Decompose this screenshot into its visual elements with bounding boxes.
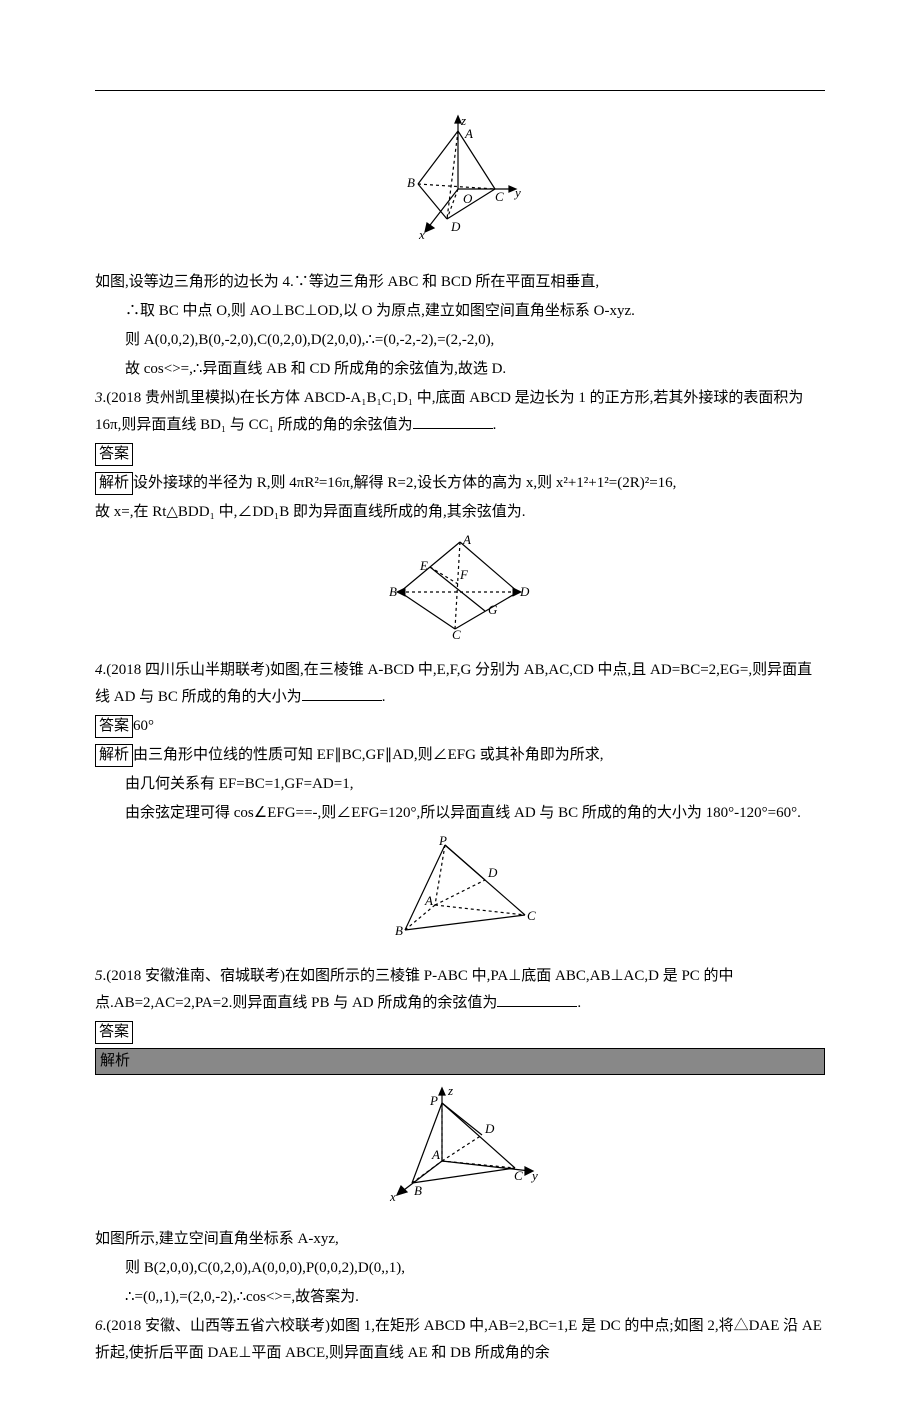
fig1-label-A: A: [464, 126, 473, 141]
fig3-label-C: C: [527, 908, 536, 923]
q4-answer: 60°: [133, 718, 154, 734]
answer-label: 答案: [95, 443, 133, 466]
figure-2: A B D C E F G: [95, 534, 825, 649]
fig2-label-F: F: [459, 567, 469, 582]
fig4-label-y: y: [530, 1168, 538, 1183]
fig4-label-D: D: [484, 1121, 495, 1136]
analysis-bar: 解析: [95, 1048, 825, 1075]
question-5: 5.(2018 安徽淮南、宿城联考)在如图所示的三棱锥 P-ABC 中,PA⊥底…: [95, 963, 825, 1017]
q3-analysis-row: 解析设外接球的半径为 R,则 4πR²=16π,解得 R=2,设长方体的高为 x…: [95, 470, 825, 497]
q3-blank: [413, 414, 493, 429]
fig1-label-x: x: [418, 227, 425, 242]
q4-answer-row: 答案60°: [95, 713, 825, 740]
fig3-label-D: D: [487, 865, 498, 880]
q5-jx-2: 则 B(2,0,0),C(0,2,0),A(0,0,0),P(0,0,2),D(…: [95, 1255, 825, 1282]
q5-answer-row: 答案: [95, 1019, 825, 1046]
question-3: 3.(2018 贵州凯里模拟)在长方体 ABCD-A₁B₁C₁D₁ 中,底面 A…: [95, 385, 825, 439]
fig3-label-P: P: [438, 835, 447, 848]
q4-jx-3: 由余弦定理可得 cos∠EFG==-,则∠EFG=120°,所以异面直线 AD …: [95, 800, 825, 827]
q3-jx-1: 设外接球的半径为 R,则 4πR²=16π,解得 R=2,设长方体的高为 x,则…: [133, 475, 676, 491]
fig2-label-B: B: [389, 584, 397, 599]
fig4-label-C: C: [514, 1168, 523, 1183]
q6-text: .(2018 安徽、山西等五省六校联考)如图 1,在矩形 ABCD 中,AB=2…: [95, 1318, 822, 1361]
fig3-label-A: A: [424, 893, 433, 908]
q3-answer-row: 答案: [95, 441, 825, 468]
solution-line-1: 如图,设等边三角形的边长为 4.∵等边三角形 ABC 和 BCD 所在平面互相垂…: [95, 269, 825, 296]
fig2-label-A: A: [462, 534, 471, 547]
q5-blank: [497, 992, 577, 1007]
fig2-label-C: C: [452, 627, 461, 639]
solution-line-4: 故 cos<>=,∴异面直线 AB 和 CD 所成角的余弦值为,故选 D.: [95, 356, 825, 383]
q4-analysis-row: 解析由三角形中位线的性质可知 EF∥BC,GF∥AD,则∠EFG 或其补角即为所…: [95, 742, 825, 769]
q3-number: 3: [95, 390, 103, 406]
q4-blank: [302, 686, 382, 701]
fig2-label-E: E: [419, 558, 428, 573]
question-4: 4.(2018 四川乐山半期联考)如图,在三棱锥 A-BCD 中,E,F,G 分…: [95, 657, 825, 711]
fig3-label-B: B: [395, 923, 403, 938]
fig4-label-A: A: [431, 1147, 440, 1162]
q4-text: .(2018 四川乐山半期联考)如图,在三棱锥 A-BCD 中,E,F,G 分别…: [95, 662, 812, 705]
q5-jx-1: 如图所示,建立空间直角坐标系 A-xyz,: [95, 1226, 825, 1253]
q5-number: 5: [95, 968, 103, 984]
solution-line-3: 则 A(0,0,2),B(0,-2,0),C(0,2,0),D(2,0,0),∴…: [95, 327, 825, 354]
q5-jx-3: ∴=(0,,1),=(2,0,-2),∴cos<>=,故答案为.: [95, 1284, 825, 1311]
q5-text: .(2018 安徽淮南、宿城联考)在如图所示的三棱锥 P-ABC 中,PA⊥底面…: [95, 968, 734, 1011]
figure-1: z A B C y O D x: [95, 111, 825, 261]
figure-4: z P D A B C y x: [95, 1083, 825, 1218]
fig1-label-C: C: [495, 189, 504, 204]
fig1-label-y: y: [513, 185, 521, 200]
fig1-label-D: D: [450, 219, 461, 234]
top-rule: [95, 90, 825, 91]
q6-number: 6: [95, 1318, 103, 1334]
answer-label: 答案: [95, 1021, 133, 1044]
solution-line-2: ∴取 BC 中点 O,则 AO⊥BC⊥OD,以 O 为原点,建立如图空间直角坐标…: [95, 298, 825, 325]
analysis-label: 解析: [95, 472, 133, 495]
fig4-label-B: B: [414, 1183, 422, 1198]
fig1-label-B: B: [407, 175, 415, 190]
question-6: 6.(2018 安徽、山西等五省六校联考)如图 1,在矩形 ABCD 中,AB=…: [95, 1313, 825, 1367]
fig1-label-O: O: [463, 191, 473, 206]
q3-jx-2: 故 x=,在 Rt△BDD₁ 中,∠DD₁B 即为异面直线所成的角,其余弦值为.: [95, 499, 825, 526]
fig2-label-G: G: [488, 602, 498, 617]
q4-number: 4: [95, 662, 103, 678]
answer-label: 答案: [95, 715, 133, 738]
analysis-label: 解析: [95, 744, 133, 767]
q4-jx-2: 由几何关系有 EF=BC=1,GF=AD=1,: [95, 771, 825, 798]
fig4-label-x: x: [389, 1189, 396, 1204]
fig4-label-P: P: [429, 1093, 438, 1108]
figure-3: P D A B C: [95, 835, 825, 955]
fig4-label-z: z: [447, 1083, 453, 1098]
q4-jx-1: 由三角形中位线的性质可知 EF∥BC,GF∥AD,则∠EFG 或其补角即为所求,: [133, 747, 603, 763]
